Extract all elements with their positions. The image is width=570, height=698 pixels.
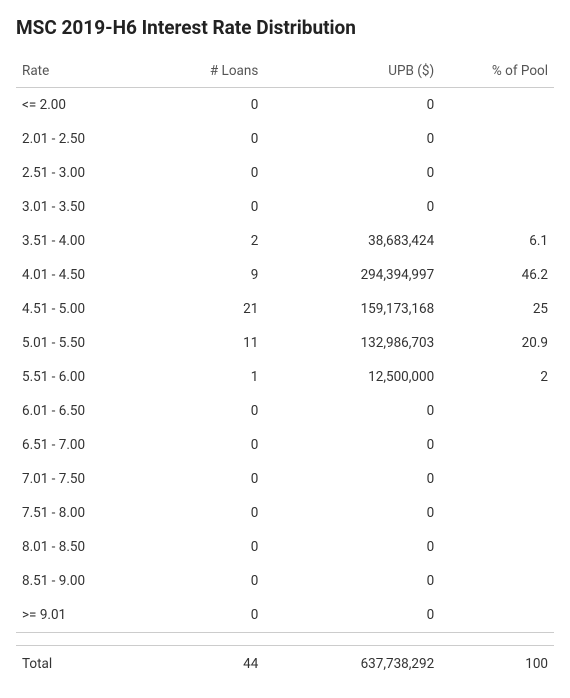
total-loans: 44: [130, 646, 265, 683]
cell-upb: 294,394,997: [264, 258, 440, 292]
cell-loans: 0: [130, 88, 265, 123]
cell-pct: [440, 190, 554, 224]
total-upb: 637,738,292: [264, 646, 440, 683]
cell-pct: 20.9: [440, 326, 554, 360]
cell-loans: 0: [130, 564, 265, 598]
cell-rate: 5.01 - 5.50: [16, 326, 130, 360]
table-header-row: Rate # Loans UPB ($) % of Pool: [16, 55, 554, 88]
col-header-loans: # Loans: [130, 55, 265, 88]
cell-loans: 0: [130, 462, 265, 496]
table-row: 3.51 - 4.00238,683,4246.1: [16, 224, 554, 258]
cell-pct: [440, 598, 554, 633]
cell-rate: 4.51 - 5.00: [16, 292, 130, 326]
cell-upb: 0: [264, 598, 440, 633]
cell-rate: 3.51 - 4.00: [16, 224, 130, 258]
cell-rate: <= 2.00: [16, 88, 130, 123]
cell-upb: 0: [264, 122, 440, 156]
cell-loans: 0: [130, 496, 265, 530]
cell-pct: 25: [440, 292, 554, 326]
cell-upb: 0: [264, 462, 440, 496]
cell-upb: 0: [264, 156, 440, 190]
cell-pct: [440, 496, 554, 530]
cell-loans: 2: [130, 224, 265, 258]
table-row: 6.51 - 7.0000: [16, 428, 554, 462]
table-row: 5.01 - 5.5011132,986,70320.9: [16, 326, 554, 360]
cell-upb: 0: [264, 394, 440, 428]
cell-loans: 9: [130, 258, 265, 292]
table-row: 2.51 - 3.0000: [16, 156, 554, 190]
cell-loans: 0: [130, 598, 265, 633]
table-row: 7.01 - 7.5000: [16, 462, 554, 496]
cell-loans: 0: [130, 394, 265, 428]
cell-rate: 7.01 - 7.50: [16, 462, 130, 496]
table-row: 5.51 - 6.00112,500,0002: [16, 360, 554, 394]
table-row: <= 2.0000: [16, 88, 554, 123]
total-label: Total: [16, 646, 130, 683]
cell-loans: 0: [130, 190, 265, 224]
cell-pct: [440, 428, 554, 462]
table-total-row: Total 44 637,738,292 100: [16, 646, 554, 683]
col-header-upb: UPB ($): [264, 55, 440, 88]
cell-pct: [440, 88, 554, 123]
cell-pct: 46.2: [440, 258, 554, 292]
cell-rate: 6.01 - 6.50: [16, 394, 130, 428]
cell-upb: 0: [264, 564, 440, 598]
cell-pct: 6.1: [440, 224, 554, 258]
cell-loans: 0: [130, 530, 265, 564]
table-row: 8.51 - 9.0000: [16, 564, 554, 598]
table-row: 3.01 - 3.5000: [16, 190, 554, 224]
table-row: 7.51 - 8.0000: [16, 496, 554, 530]
table-row: >= 9.0100: [16, 598, 554, 633]
total-pct: 100: [440, 646, 554, 683]
cell-pct: [440, 122, 554, 156]
cell-rate: 4.01 - 4.50: [16, 258, 130, 292]
cell-rate: 7.51 - 8.00: [16, 496, 130, 530]
cell-loans: 1: [130, 360, 265, 394]
table-body: <= 2.00002.01 - 2.50002.51 - 3.00003.01 …: [16, 88, 554, 633]
cell-pct: [440, 530, 554, 564]
table-spacer: [16, 633, 554, 646]
cell-upb: 0: [264, 496, 440, 530]
cell-rate: 2.51 - 3.00: [16, 156, 130, 190]
table-row: 2.01 - 2.5000: [16, 122, 554, 156]
cell-rate: >= 9.01: [16, 598, 130, 633]
cell-loans: 21: [130, 292, 265, 326]
cell-upb: 0: [264, 88, 440, 123]
cell-rate: 8.51 - 9.00: [16, 564, 130, 598]
cell-pct: [440, 564, 554, 598]
cell-pct: [440, 394, 554, 428]
cell-loans: 11: [130, 326, 265, 360]
cell-loans: 0: [130, 428, 265, 462]
cell-upb: 38,683,424: [264, 224, 440, 258]
cell-rate: 6.51 - 7.00: [16, 428, 130, 462]
cell-pct: [440, 462, 554, 496]
col-header-pct: % of Pool: [440, 55, 554, 88]
table-row: 6.01 - 6.5000: [16, 394, 554, 428]
cell-rate: 2.01 - 2.50: [16, 122, 130, 156]
cell-loans: 0: [130, 122, 265, 156]
table-row: 4.51 - 5.0021159,173,16825: [16, 292, 554, 326]
cell-upb: 132,986,703: [264, 326, 440, 360]
cell-upb: 12,500,000: [264, 360, 440, 394]
cell-pct: 2: [440, 360, 554, 394]
table-row: 4.01 - 4.509294,394,99746.2: [16, 258, 554, 292]
cell-pct: [440, 156, 554, 190]
page-title: MSC 2019-H6 Interest Rate Distribution: [16, 16, 554, 39]
cell-upb: 159,173,168: [264, 292, 440, 326]
cell-rate: 5.51 - 6.00: [16, 360, 130, 394]
table-row: 8.01 - 8.5000: [16, 530, 554, 564]
rate-distribution-table: Rate # Loans UPB ($) % of Pool <= 2.0000…: [16, 55, 554, 682]
col-header-rate: Rate: [16, 55, 130, 88]
cell-loans: 0: [130, 156, 265, 190]
cell-upb: 0: [264, 428, 440, 462]
cell-upb: 0: [264, 190, 440, 224]
cell-rate: 8.01 - 8.50: [16, 530, 130, 564]
cell-rate: 3.01 - 3.50: [16, 190, 130, 224]
cell-upb: 0: [264, 530, 440, 564]
